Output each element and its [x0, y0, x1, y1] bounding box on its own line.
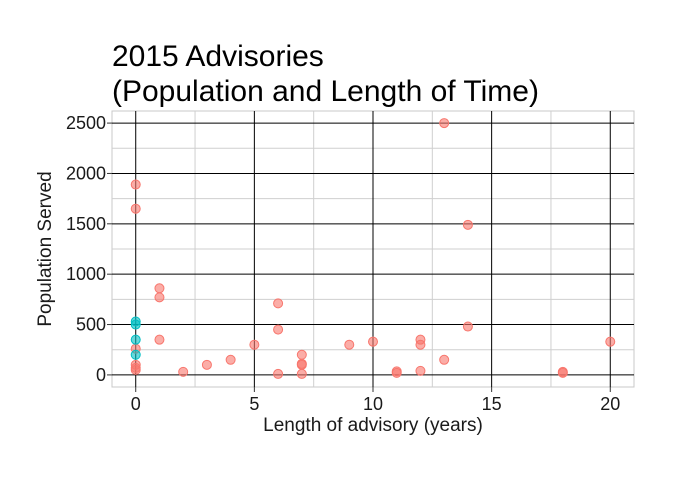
data-point — [178, 366, 189, 377]
data-point — [557, 367, 568, 378]
data-point — [249, 339, 260, 350]
data-point — [439, 118, 450, 129]
data-point — [439, 354, 450, 365]
data-point — [605, 336, 616, 347]
data-point — [225, 354, 236, 365]
data-point — [130, 364, 141, 375]
chart-title-line-2: (Population and Length of Time) — [112, 75, 539, 108]
y-tick-label: 500 — [76, 315, 106, 335]
data-point — [296, 368, 307, 379]
data-point — [201, 359, 212, 370]
data-point — [130, 334, 141, 345]
x-tick-label: 0 — [131, 394, 141, 414]
data-point — [391, 367, 402, 378]
x-tick-label: 5 — [249, 394, 259, 414]
data-point — [154, 283, 165, 294]
y-tick-label: 2500 — [66, 113, 106, 133]
data-point — [462, 321, 473, 332]
data-point — [462, 219, 473, 230]
x-axis-label: Length of advisory (years) — [263, 415, 483, 436]
data-point — [273, 368, 284, 379]
tick-label-layer: 0 5 10 15 20 0 500 1000 1500 2000 2500 — [66, 113, 620, 414]
grid-layer — [107, 111, 634, 392]
chart-title-line-1: 2015 Advisories — [112, 40, 324, 73]
data-point — [415, 339, 426, 350]
x-tick-label: 20 — [600, 394, 620, 414]
y-tick-label: 1500 — [66, 214, 106, 234]
data-point — [273, 324, 284, 335]
x-tick-label: 15 — [482, 394, 502, 414]
data-point — [296, 349, 307, 360]
x-tick-label: 10 — [363, 394, 383, 414]
data-point-layer — [130, 118, 616, 379]
y-tick-label: 0 — [96, 365, 106, 385]
data-point — [130, 179, 141, 190]
data-point — [154, 292, 165, 303]
y-tick-label: 2000 — [66, 163, 106, 183]
data-point — [296, 359, 307, 370]
data-point — [368, 336, 378, 347]
data-point — [130, 349, 141, 360]
data-point — [415, 365, 426, 376]
y-axis-label: Population Served — [35, 171, 56, 326]
y-tick-label: 1000 — [66, 264, 106, 284]
data-point — [273, 298, 284, 309]
data-point — [344, 339, 355, 350]
data-point — [154, 334, 165, 345]
data-point — [130, 203, 141, 214]
data-point — [130, 319, 141, 330]
